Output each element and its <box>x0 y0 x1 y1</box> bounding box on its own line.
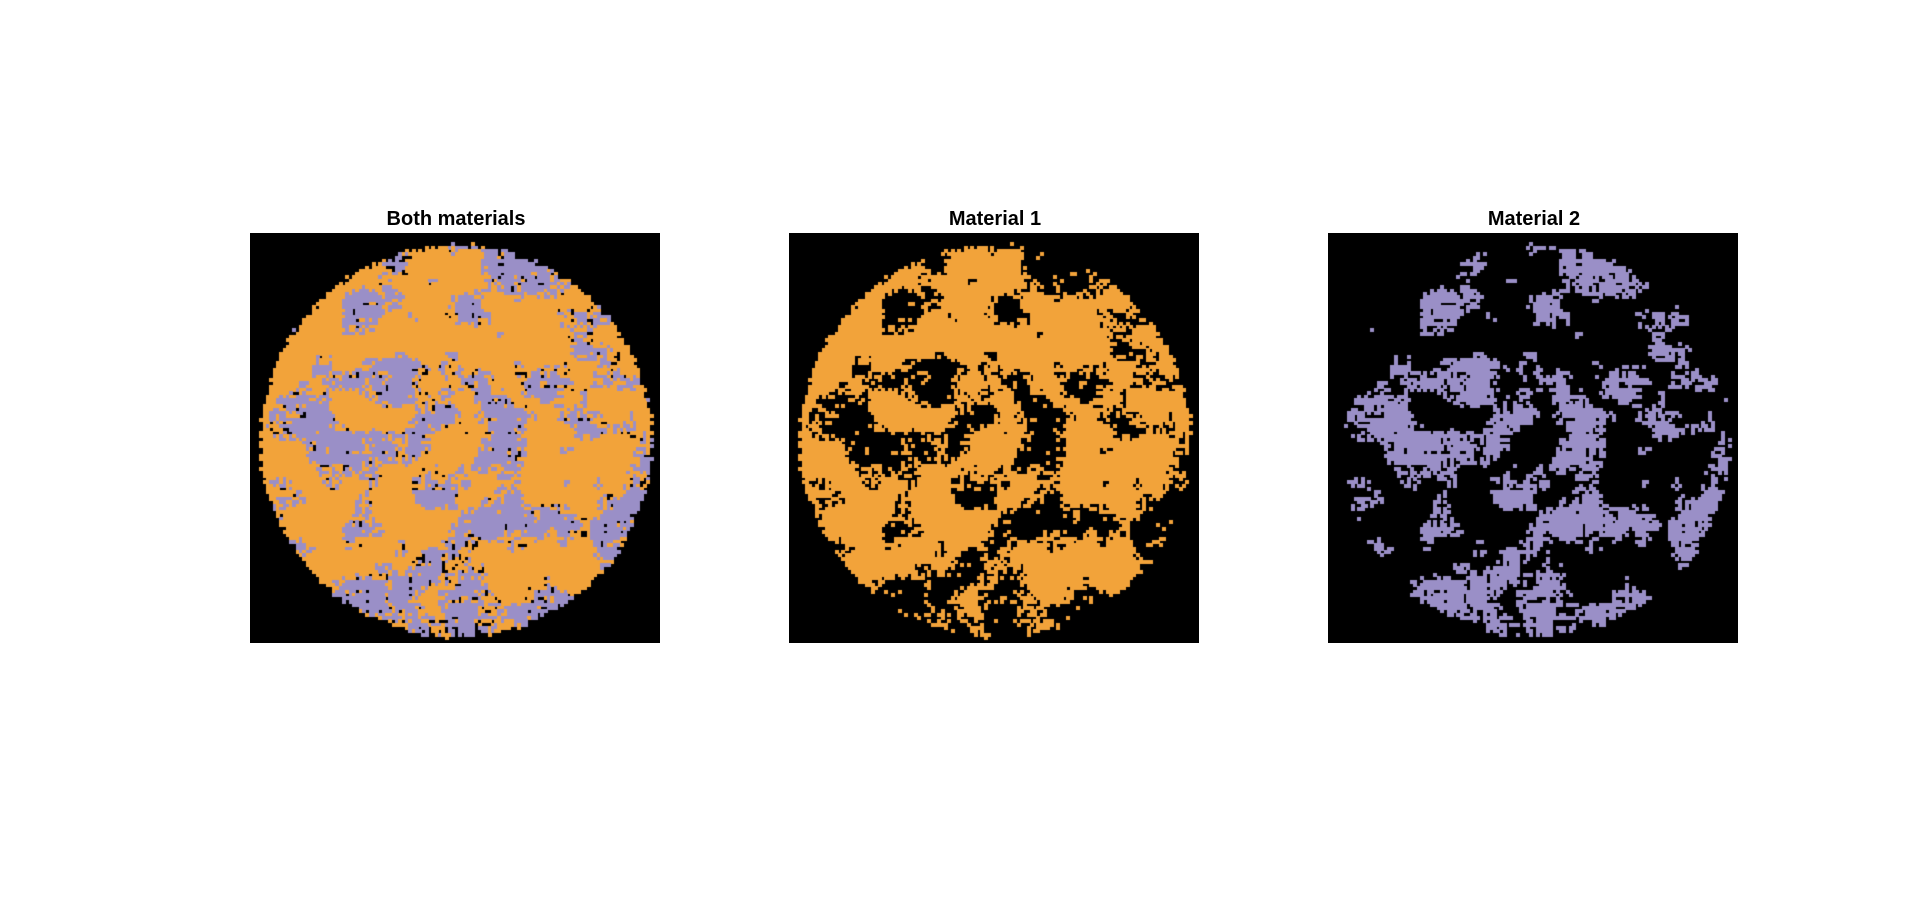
panel-both-materials: Both materials <box>250 207 662 643</box>
panel-material-2: Material 2 <box>1328 207 1740 643</box>
panel-material-1: Material 1 <box>789 207 1201 643</box>
image-material-2 <box>1328 233 1738 643</box>
panel-title: Material 2 <box>1487 208 1581 230</box>
panel-title: Both materials <box>386 208 526 230</box>
panel-title: Material 1 <box>948 208 1042 230</box>
image-material-1 <box>789 233 1199 643</box>
image-both-materials <box>250 233 660 643</box>
